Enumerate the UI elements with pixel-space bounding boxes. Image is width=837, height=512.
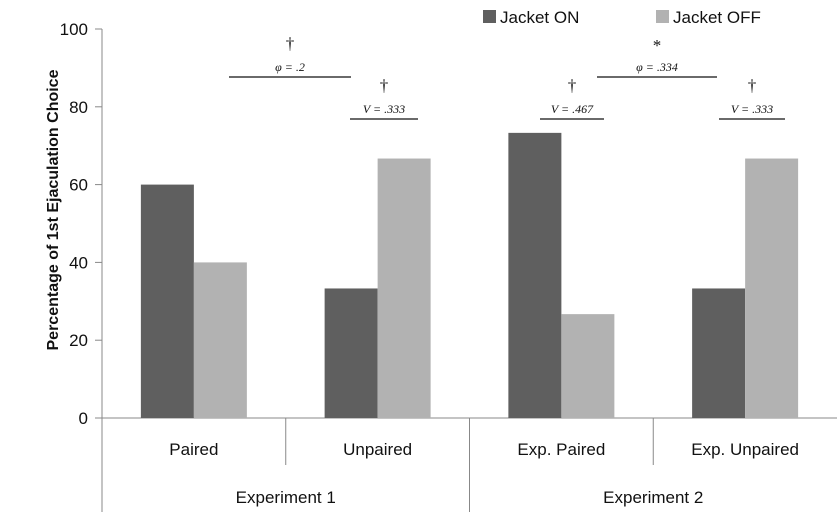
bar-jacket-off-1: [377, 158, 431, 419]
significance-marker: †: [286, 34, 295, 53]
y-tick-label: 40: [69, 253, 88, 272]
bar-jacket-on-3: [692, 288, 746, 418]
effect-size-label: V = .333: [363, 102, 405, 116]
x-category-axis: Paired Unpaired Exp. Paired Exp. Unpaired Ex…: [169, 418, 799, 512]
effect-size-label: φ = .2: [275, 60, 305, 74]
legend-label-jacket-on: Jacket ON: [500, 8, 579, 27]
bar-jacket-off-0: [193, 262, 247, 418]
significance-annotations: V = .333 † V = .467 † V = .333 † φ = .2 † φ = .3…: [229, 34, 785, 120]
y-tick-label: 60: [69, 176, 88, 195]
y-tick-label: 80: [69, 98, 88, 117]
x-category-label: Exp. Unpaired: [691, 440, 799, 459]
bars: [140, 132, 799, 419]
y-ticks: 0 20 40 60 80 100: [60, 20, 102, 428]
x-group-label: Experiment 1: [236, 488, 336, 507]
significance-marker: †: [568, 76, 577, 95]
y-axis-label: Percentage of 1st Ejaculation Choice: [45, 69, 62, 350]
y-tick-label: 0: [79, 409, 88, 428]
effect-size-label: V = .467: [551, 102, 594, 116]
bar-jacket-off-2: [561, 314, 615, 418]
x-category-label: Unpaired: [343, 440, 412, 459]
y-tick-label: 100: [60, 20, 88, 39]
x-category-label: Paired: [169, 440, 218, 459]
significance-marker: *: [653, 36, 662, 55]
y-tick-label: 20: [69, 331, 88, 350]
x-group-label: Experiment 2: [603, 488, 703, 507]
significance-marker: †: [748, 76, 757, 95]
legend-swatch-jacket-on: [483, 10, 496, 23]
legend: Jacket ON Jacket OFF: [483, 8, 761, 27]
legend-swatch-jacket-off: [656, 10, 669, 23]
effect-size-label: V = .333: [731, 102, 773, 116]
legend-label-jacket-off: Jacket OFF: [673, 8, 761, 27]
bar-jacket-on-1: [324, 288, 378, 418]
bar-jacket-on-0: [140, 184, 194, 418]
x-category-label: Exp. Paired: [517, 440, 605, 459]
significance-marker: †: [380, 76, 389, 95]
effect-size-label: φ = .334: [636, 60, 678, 74]
bar-jacket-on-2: [508, 132, 562, 418]
bar-jacket-off-3: [745, 158, 799, 419]
